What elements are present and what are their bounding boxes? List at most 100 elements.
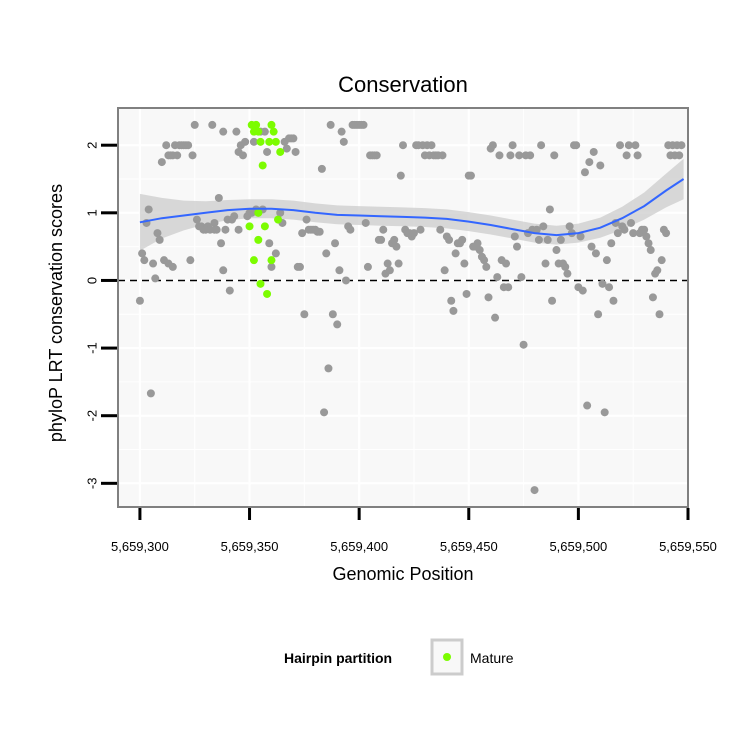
other-point: [543, 235, 552, 244]
other-point: [580, 168, 589, 177]
y-tick-label: 0: [85, 277, 100, 284]
x-tick-label: 5,659,500: [549, 539, 607, 554]
other-point: [289, 134, 298, 143]
other-point: [662, 229, 671, 238]
other-point: [149, 259, 158, 268]
other-point: [225, 286, 234, 295]
other-point: [300, 310, 309, 319]
other-point: [675, 151, 684, 160]
other-point: [548, 296, 557, 305]
other-point: [631, 141, 640, 150]
mature-point: [263, 289, 272, 298]
other-point: [530, 486, 539, 495]
other-point: [629, 229, 638, 238]
other-point: [377, 235, 386, 244]
mature-point: [256, 137, 265, 146]
other-point: [677, 141, 686, 150]
other-point: [186, 256, 195, 265]
other-point: [506, 151, 515, 160]
x-tick-label: 5,659,400: [330, 539, 388, 554]
other-point: [600, 408, 609, 417]
mature-point: [254, 208, 263, 217]
other-point: [534, 235, 543, 244]
plot-border: [117, 107, 689, 508]
other-point: [328, 310, 337, 319]
legend-label-mature: Mature: [470, 650, 514, 666]
other-point: [583, 401, 592, 410]
other-point: [526, 151, 535, 160]
other-point: [451, 249, 460, 258]
other-point: [190, 120, 199, 129]
other-point: [627, 218, 635, 227]
other-point: [466, 171, 475, 180]
other-point: [589, 147, 598, 156]
other-point: [445, 235, 454, 244]
other-point: [572, 141, 581, 150]
other-point: [493, 273, 502, 282]
other-point: [324, 364, 333, 373]
grid-lines: [118, 108, 690, 507]
other-point: [646, 246, 655, 255]
other-point: [342, 276, 350, 285]
other-point: [436, 225, 445, 234]
other-point: [339, 137, 348, 146]
other-point: [212, 225, 221, 234]
other-point: [653, 266, 662, 275]
other-point: [291, 147, 300, 156]
mature-point: [249, 256, 258, 265]
legend-title: Hairpin partition: [284, 650, 392, 666]
other-point: [616, 141, 625, 150]
other-point: [379, 225, 388, 234]
mature-point: [258, 161, 267, 170]
other-point: [322, 249, 331, 258]
mature-point: [269, 127, 278, 136]
other-point: [607, 239, 616, 248]
other-point: [241, 137, 250, 146]
chart-title: Conservation: [338, 72, 468, 97]
other-point: [594, 310, 603, 319]
other-point: [390, 235, 399, 244]
other-point: [372, 151, 381, 160]
other-point: [475, 246, 484, 255]
other-point: [613, 229, 622, 238]
other-point: [576, 232, 585, 241]
other-point: [462, 289, 471, 298]
other-point: [556, 235, 565, 244]
other-point: [480, 256, 489, 265]
other-point: [644, 239, 653, 248]
y-tick-label: 2: [85, 142, 100, 149]
other-point: [504, 283, 513, 292]
other-point: [517, 273, 526, 282]
other-point: [234, 225, 243, 234]
mature-point: [267, 120, 276, 129]
other-point: [488, 141, 497, 150]
x-tick-label: 5,659,350: [221, 539, 279, 554]
other-point: [473, 239, 482, 248]
other-point: [157, 158, 166, 167]
other-point: [491, 313, 500, 322]
other-point: [219, 266, 228, 275]
y-tick-label: 1: [85, 209, 100, 216]
other-point: [298, 229, 307, 238]
legend: Hairpin partition Mature: [284, 638, 514, 676]
other-point: [396, 171, 405, 180]
mature-point: [271, 137, 280, 146]
other-point: [210, 218, 219, 227]
other-point: [192, 215, 201, 224]
other-point: [519, 340, 528, 349]
other-point: [545, 205, 554, 214]
other-point: [598, 279, 607, 288]
other-point: [265, 239, 274, 248]
other-point: [230, 212, 239, 221]
other-point: [622, 151, 631, 160]
mature-point: [254, 127, 263, 136]
other-point: [267, 262, 276, 271]
other-point: [620, 225, 629, 234]
other-point: [140, 256, 149, 265]
other-point: [550, 151, 559, 160]
other-point: [399, 141, 407, 150]
mature-point: [254, 235, 263, 244]
other-point: [563, 269, 572, 278]
other-point: [221, 225, 230, 234]
